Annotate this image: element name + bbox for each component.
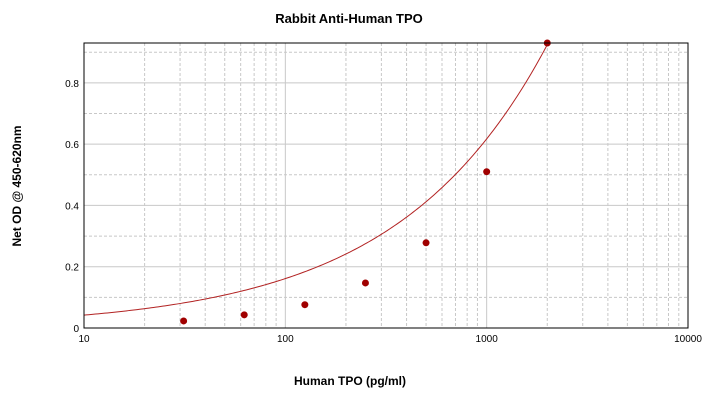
data-point bbox=[301, 301, 309, 309]
x-tick-label: 10 bbox=[78, 334, 90, 345]
data-point bbox=[240, 311, 248, 319]
y-tick-label: 0.2 bbox=[65, 263, 79, 274]
y-tick-label: 0.4 bbox=[65, 201, 79, 212]
fit-curve bbox=[83, 44, 548, 316]
y-tick-label: 0 bbox=[73, 324, 79, 335]
y-tick-label: 0.8 bbox=[65, 79, 79, 90]
plot-frame bbox=[83, 42, 689, 329]
x-tick-label: 100 bbox=[277, 334, 294, 345]
data-points bbox=[180, 39, 551, 325]
data-point bbox=[180, 317, 188, 325]
x-tick-labels: 10 100 1000 10000 bbox=[78, 334, 702, 345]
data-point bbox=[361, 279, 369, 287]
x-tick-label: 10000 bbox=[674, 334, 702, 345]
y-tick-label: 0.6 bbox=[65, 140, 79, 151]
chart-title: Rabbit Anti-Human TPO bbox=[275, 11, 423, 26]
x-tick-label: 1000 bbox=[476, 334, 499, 345]
grid bbox=[83, 43, 688, 329]
x-axis-label: Human TPO (pg/ml) bbox=[294, 374, 406, 388]
data-point bbox=[483, 168, 491, 176]
data-point bbox=[422, 239, 430, 247]
y-axis-label: Net OD @ 450-620nm bbox=[10, 125, 24, 246]
y-tick-labels: 0 0.2 0.4 0.6 0.8 bbox=[65, 79, 79, 335]
